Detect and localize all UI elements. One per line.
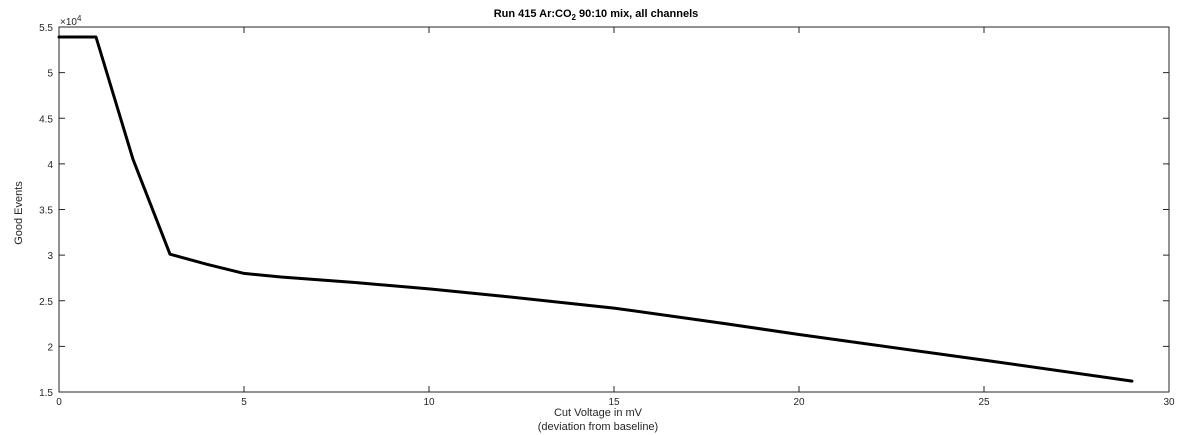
axis-ticks xyxy=(58,26,1170,393)
x-tick-label: 30 xyxy=(1163,397,1175,408)
axis-tick-labels: 0 5 10 15 20 25 30 1.5 2 2.5 3 3.5 4 4.5 5 5.5 xyxy=(39,23,1175,408)
series-line xyxy=(57,35,1134,383)
y-tick-label: 2.5 xyxy=(39,297,53,308)
y-tick-label: 2 xyxy=(47,342,53,353)
x-axis-label-line2: (deviation from baseline) xyxy=(538,421,658,433)
axes-box xyxy=(58,26,1170,393)
y-axis-label: Good Events xyxy=(13,181,25,245)
y-tick-label: 1.5 xyxy=(39,388,53,399)
plot-area: 0 5 10 15 20 25 30 1.5 2 2.5 3 3.5 4 4.5 5 5.5 xyxy=(39,23,1175,408)
y-tick-label: 4.5 xyxy=(39,114,53,125)
x-tick-label: 5 xyxy=(241,397,247,408)
x-tick-label: 10 xyxy=(423,397,435,408)
x-tick-label: 15 xyxy=(608,397,620,408)
y-tick-label: 5.5 xyxy=(39,23,53,34)
x-tick-label: 20 xyxy=(793,397,805,408)
x-tick-label: 0 xyxy=(56,397,62,408)
y-tick-label: 5 xyxy=(47,69,53,80)
y-tick-label: 3 xyxy=(47,251,53,262)
y-tick-label: 3.5 xyxy=(39,206,53,217)
x-axis-label: Cut Voltage in mV xyxy=(554,407,643,419)
x-tick-label: 25 xyxy=(978,397,990,408)
y-exponent-label: ×104 xyxy=(60,14,82,28)
chart-title: Run 415 Ar:CO2 90:10 mix, all channels xyxy=(494,8,699,22)
y-tick-label: 4 xyxy=(47,160,53,171)
